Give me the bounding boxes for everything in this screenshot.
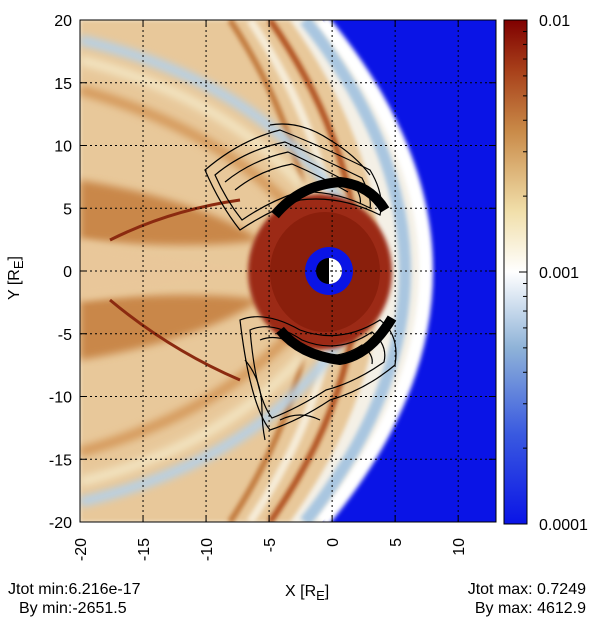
colorbar-tick-label: 0.001 bbox=[539, 265, 579, 282]
by-min-text: By min:-2651.5 bbox=[19, 600, 127, 617]
y-tick-label: 20 bbox=[54, 13, 72, 30]
y-tick-label: 5 bbox=[63, 201, 72, 218]
y-tick-label: 0 bbox=[63, 264, 72, 281]
x-tick-label: -20 bbox=[73, 538, 90, 561]
colorbar-tick-label: 0.0001 bbox=[539, 517, 588, 534]
y-tick-label: -20 bbox=[49, 515, 72, 532]
x-tick-label: 10 bbox=[451, 538, 468, 556]
x-tick-label: -5 bbox=[262, 538, 279, 552]
by-max-text: By max: 4612.9 bbox=[474, 600, 586, 617]
y-tick-label: -10 bbox=[49, 390, 72, 407]
y-tick-label: 15 bbox=[54, 76, 72, 93]
x-tick-label: 0 bbox=[325, 538, 342, 547]
colorbar-tick-label: 0.01 bbox=[539, 13, 570, 30]
y-axis-label: Y [RE] bbox=[6, 256, 26, 300]
heatmap-field bbox=[80, 20, 496, 522]
grid-lines bbox=[80, 20, 496, 522]
colorbar-ticks: 0.01 0.001 0.0001 bbox=[519, 13, 588, 534]
y-tick-label: -5 bbox=[58, 327, 72, 344]
y-axis-ticks: 20 15 10 5 0 -5 -10 -15 -20 bbox=[49, 13, 496, 532]
x-axis-label: X [RE] bbox=[285, 583, 329, 603]
x-tick-label: -15 bbox=[136, 538, 153, 561]
x-tick-label: -10 bbox=[199, 538, 216, 561]
x-axis-ticks: -20 -15 -10 -5 0 5 10 bbox=[73, 20, 468, 561]
y-tick-label: -15 bbox=[49, 452, 72, 469]
jtot-min-text: Jtot min:6.216e-17 bbox=[8, 581, 141, 598]
jtot-max-text: Jtot max: 0.7249 bbox=[467, 581, 586, 598]
y-tick-label: 10 bbox=[54, 139, 72, 156]
x-tick-label: 5 bbox=[388, 538, 405, 547]
